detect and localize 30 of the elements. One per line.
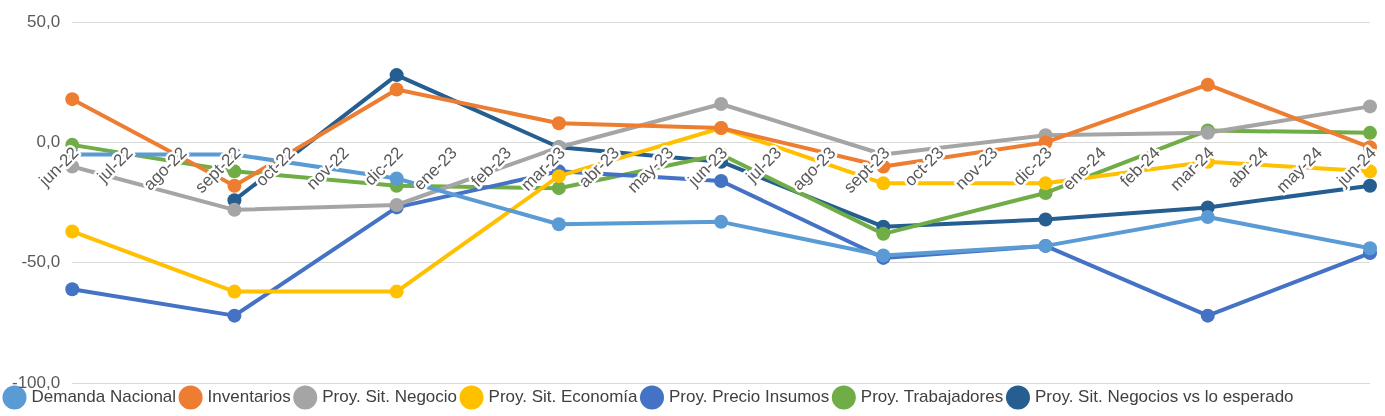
point xyxy=(1363,99,1377,114)
point xyxy=(714,214,729,229)
point xyxy=(227,284,242,299)
point xyxy=(389,68,404,83)
point xyxy=(227,202,242,217)
point xyxy=(1200,308,1215,323)
y-tick-label: 0,0 xyxy=(36,132,61,152)
point xyxy=(65,92,80,107)
point xyxy=(1200,77,1215,92)
point xyxy=(551,217,566,232)
point xyxy=(227,308,242,323)
legend-label: Inventarios xyxy=(207,387,291,407)
legend-label: Proy. Sit. Negocio xyxy=(322,387,458,407)
legend-label: Proy. Sit. Negocios vs lo esperado xyxy=(1034,387,1294,407)
legend-label: Proy. Sit. Economía xyxy=(488,387,639,407)
legend-label: Proy. Precio Insumos xyxy=(669,387,830,407)
point xyxy=(1200,210,1215,225)
point xyxy=(389,82,404,97)
point xyxy=(551,116,566,131)
point xyxy=(1363,241,1377,256)
point xyxy=(714,96,729,111)
point xyxy=(1038,212,1053,227)
legend-label: Proy. Trabajadores xyxy=(860,387,1004,407)
point xyxy=(65,224,80,239)
point xyxy=(1363,125,1377,140)
point xyxy=(876,226,891,241)
point xyxy=(65,282,80,297)
y-tick-label: -50,0 xyxy=(21,252,61,272)
y-tick-label: 50,0 xyxy=(27,11,61,31)
point xyxy=(389,284,404,299)
